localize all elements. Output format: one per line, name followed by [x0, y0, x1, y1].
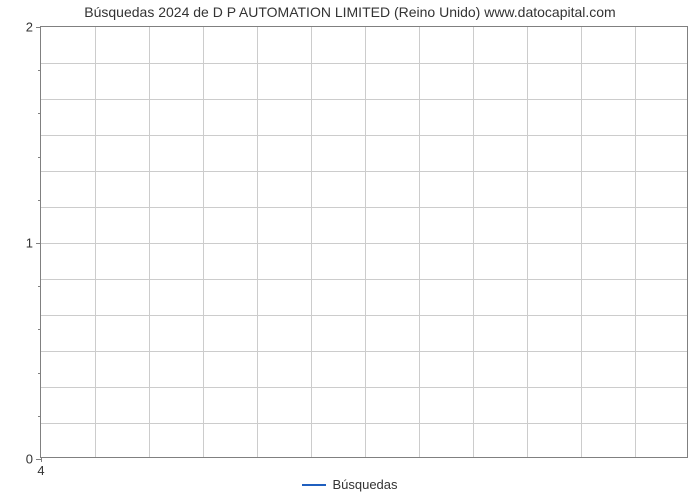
- y-minor-tick: [38, 70, 41, 71]
- gridline-vertical: [95, 27, 96, 457]
- gridline-vertical: [311, 27, 312, 457]
- y-minor-tick: [38, 329, 41, 330]
- y-tick-label: 1: [26, 236, 33, 251]
- legend-label: Búsquedas: [332, 477, 397, 492]
- gridline-horizontal: [41, 243, 687, 244]
- y-minor-tick: [38, 416, 41, 417]
- gridline-horizontal: [41, 171, 687, 172]
- gridline-horizontal: [41, 99, 687, 100]
- gridline-horizontal: [41, 135, 687, 136]
- legend: Búsquedas: [0, 476, 700, 492]
- gridline-horizontal: [41, 63, 687, 64]
- gridline-vertical: [365, 27, 366, 457]
- y-minor-tick: [38, 200, 41, 201]
- gridline-vertical: [203, 27, 204, 457]
- x-tick-mark: [41, 457, 42, 462]
- gridline-horizontal: [41, 423, 687, 424]
- gridline-vertical: [149, 27, 150, 457]
- gridline-vertical: [473, 27, 474, 457]
- gridline-horizontal: [41, 279, 687, 280]
- chart-container: Búsquedas 2024 de D P AUTOMATION LIMITED…: [0, 0, 700, 500]
- gridline-horizontal: [41, 351, 687, 352]
- y-minor-tick: [38, 286, 41, 287]
- gridline-horizontal: [41, 315, 687, 316]
- gridline-vertical: [581, 27, 582, 457]
- y-minor-tick: [38, 113, 41, 114]
- gridline-vertical: [419, 27, 420, 457]
- gridline-vertical: [527, 27, 528, 457]
- plot-area: 0124: [40, 26, 688, 458]
- y-tick-mark: [36, 27, 41, 28]
- chart-title: Búsquedas 2024 de D P AUTOMATION LIMITED…: [0, 4, 700, 20]
- gridline-horizontal: [41, 387, 687, 388]
- gridline-vertical: [257, 27, 258, 457]
- y-minor-tick: [38, 373, 41, 374]
- gridline-horizontal: [41, 207, 687, 208]
- legend-swatch: [302, 484, 326, 486]
- y-minor-tick: [38, 157, 41, 158]
- y-tick-label: 0: [26, 452, 33, 467]
- gridline-vertical: [635, 27, 636, 457]
- y-tick-mark: [36, 243, 41, 244]
- y-tick-label: 2: [26, 20, 33, 35]
